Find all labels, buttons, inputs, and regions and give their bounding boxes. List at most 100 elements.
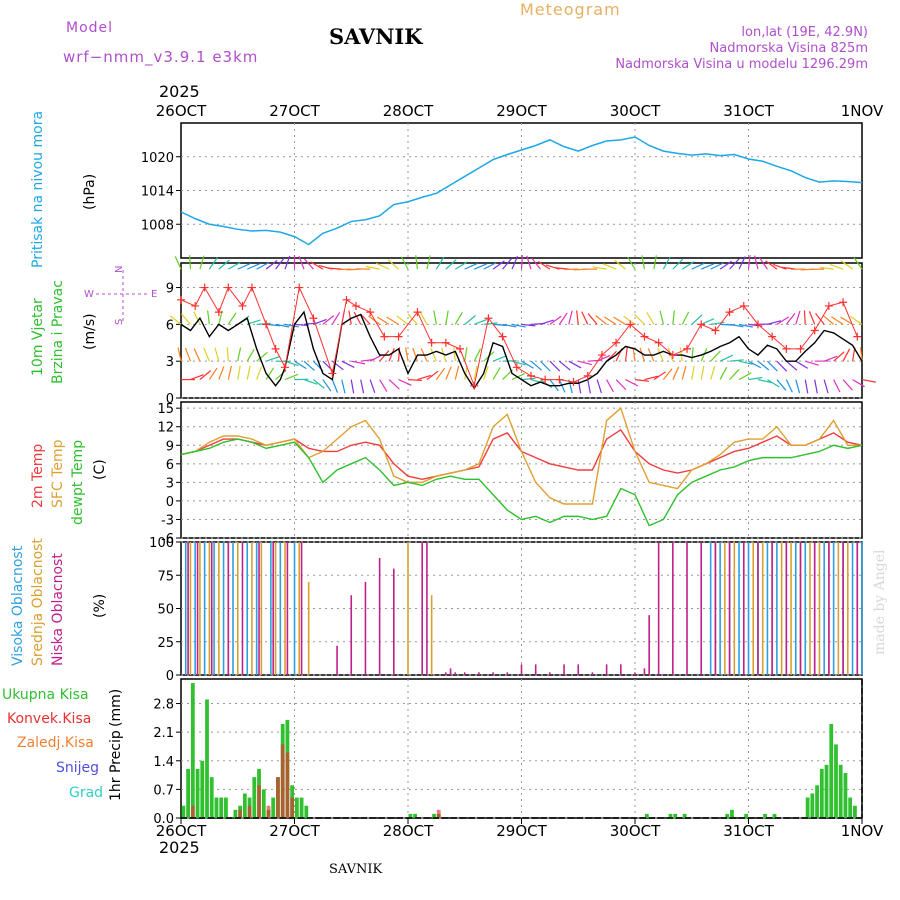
wind-arrow (772, 263, 787, 270)
compass-north: N (114, 265, 125, 273)
convective-rain-bar (290, 797, 295, 818)
y-tick-label: 1020 (141, 151, 174, 166)
model-label: Model (66, 20, 114, 36)
wind-arrow (729, 258, 740, 270)
top-date-label: 30OCT (610, 102, 661, 120)
wind-arrow (595, 315, 607, 325)
y-tick-label: -3 (161, 513, 174, 528)
wind-arrow (445, 366, 452, 380)
convective-rain-bar (190, 805, 195, 818)
wind-arrow (576, 310, 579, 325)
wind-arrow (256, 261, 270, 270)
grid-lines (181, 123, 862, 819)
wind-arrow (473, 348, 482, 362)
total-rain-bar (848, 797, 853, 818)
wind-arrow (700, 263, 715, 270)
wind-arrow (407, 313, 418, 325)
wind-arrow (365, 265, 380, 270)
wind-arrow (246, 263, 261, 270)
total-rain-bar (763, 813, 767, 818)
wind-arrow (615, 379, 627, 391)
gust-marker (555, 375, 564, 384)
wind-arrow (511, 323, 526, 328)
wind-arrow (757, 379, 772, 384)
wind-arrow (568, 379, 573, 394)
pressure-line (180, 136, 863, 246)
total-rain-bar (242, 793, 247, 818)
total-rain-bar (413, 813, 417, 818)
wind-arrow (426, 370, 439, 381)
precip-title: 1hr Precip (108, 730, 124, 801)
wind-arrow (833, 351, 845, 362)
y-tick-label: 0 (166, 495, 174, 510)
wind-arrow (840, 260, 853, 270)
wind-arrow (174, 256, 182, 270)
wind-arrow (492, 355, 507, 362)
wind-arrow (520, 255, 523, 270)
total-rain-bar (843, 773, 848, 818)
wind-arrow (634, 314, 645, 325)
wind-arrow (511, 373, 525, 381)
total-rain-bar (261, 789, 266, 818)
wind-arrow (265, 367, 275, 380)
wind-arrow (190, 374, 204, 381)
wind-arrow (256, 351, 268, 362)
wind-arrow (805, 360, 819, 366)
wind-arrow (710, 321, 725, 325)
gust-marker (456, 344, 465, 353)
wind-arrow (275, 257, 285, 270)
wind-arrow (473, 263, 488, 270)
wind-arrow (700, 318, 715, 325)
gust-marker (512, 363, 521, 372)
wind-arrow (540, 319, 554, 325)
wind-arrow (294, 360, 307, 370)
wind-arrow (549, 360, 561, 372)
wind-arrow (657, 348, 664, 362)
wind-arrow (672, 258, 684, 270)
wind-arrow (691, 347, 694, 362)
wind-arrow (199, 255, 205, 270)
year-top: 2025 (159, 82, 200, 101)
model-elevation-label: Nadmorska Visina u modelu 1296.29m (615, 57, 868, 72)
wind-arrow (795, 360, 809, 369)
gust-marker (271, 344, 280, 353)
wind-arrow (310, 261, 324, 270)
wind-arrow (521, 360, 534, 369)
wind-arrow (464, 315, 476, 325)
gust-marker (366, 308, 375, 317)
y-tick-label: 15 (157, 402, 174, 417)
wind-arrow (353, 311, 362, 325)
total-rain-bar (233, 809, 238, 818)
wind-arrow (227, 312, 237, 325)
wind-arrow (776, 379, 787, 391)
wind-arrow (502, 258, 513, 270)
legend-freezing-rain: Zaledj.Kisa (17, 735, 94, 751)
top-date-label: 28OCT (383, 102, 434, 120)
cloud-unit: (%) (92, 593, 108, 618)
gust-marker (569, 378, 578, 387)
wind-arrow (691, 365, 695, 380)
wind-arrow (360, 313, 371, 325)
y-tick-label: 3 (166, 476, 174, 491)
temp-title-1: 2m Temp (30, 443, 46, 508)
wind-arrow (587, 313, 598, 325)
wind-arrow (284, 255, 291, 270)
wind-arrow (719, 354, 734, 362)
wind-arrow (388, 347, 395, 362)
gust-marker (668, 351, 677, 360)
total-rain-bar (299, 797, 304, 818)
wind-arrow (861, 379, 876, 383)
wind-arrow (193, 348, 201, 362)
wind-arrow (549, 315, 562, 325)
compass-cross (96, 270, 150, 322)
gust-marker (498, 332, 507, 341)
wind-arrow (298, 255, 305, 270)
total-rain-bar (810, 793, 815, 818)
wind-arrow (822, 314, 835, 325)
wind-arrow (208, 367, 218, 380)
wind-arrow (502, 323, 517, 328)
wind-arrow (483, 322, 498, 325)
wind-arrow (757, 360, 770, 371)
wind-arrow (672, 366, 680, 380)
